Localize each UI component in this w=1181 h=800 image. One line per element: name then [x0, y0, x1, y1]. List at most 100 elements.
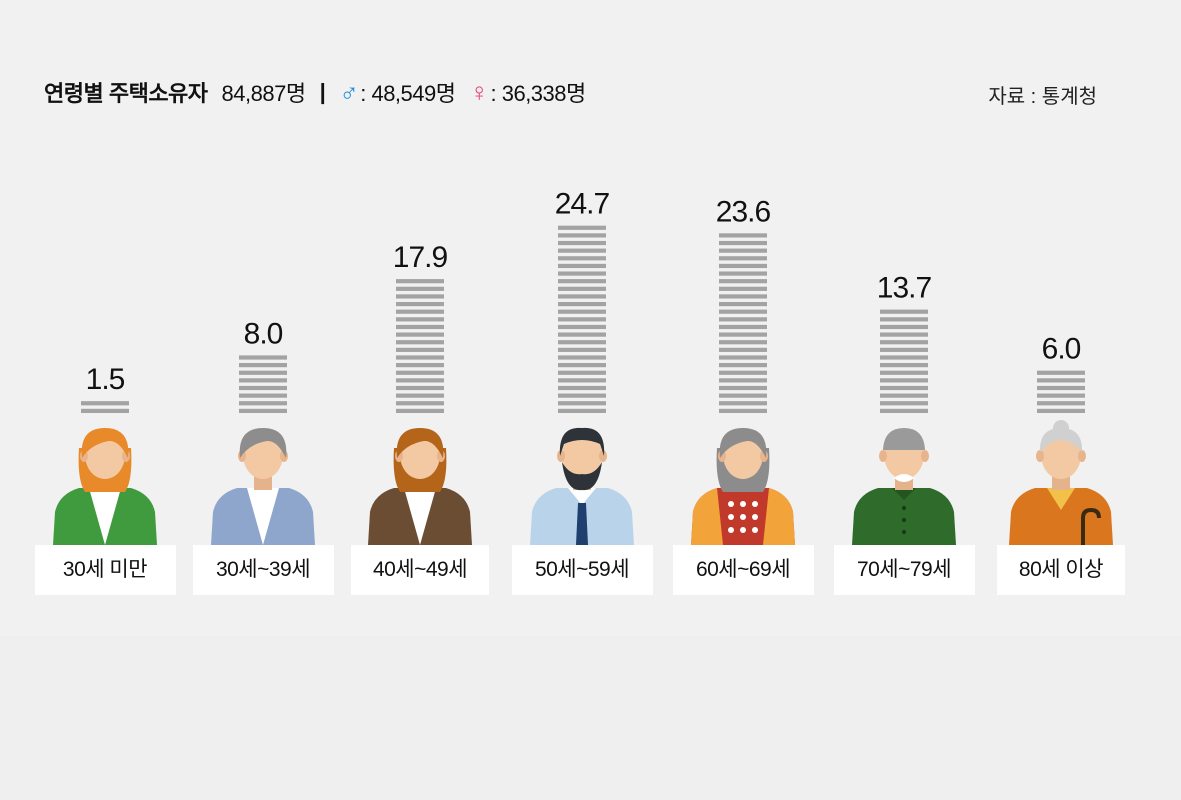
bar-stripe — [239, 385, 287, 391]
bar-stripe — [396, 332, 444, 337]
header-separator: | — [319, 79, 326, 104]
bar — [81, 401, 129, 413]
bar-stripe — [880, 355, 928, 360]
bar-stripe — [719, 332, 767, 337]
bar-stripe — [880, 378, 928, 383]
bar-stripe — [719, 355, 767, 360]
bar-stripe — [719, 263, 767, 269]
data-label: 13.7 — [877, 272, 932, 305]
bar-stripe — [719, 408, 767, 413]
bar-stripe — [558, 393, 606, 398]
bar-stripe — [396, 317, 444, 322]
male-count: : 48,549명 — [360, 81, 456, 106]
age-label: 30세 미만 — [34, 545, 176, 595]
data-label: 23.6 — [716, 195, 771, 228]
bar-stripe — [558, 301, 606, 307]
bar-stripe — [396, 378, 444, 383]
bar-stripe — [396, 301, 444, 307]
woman-in-forties-icon — [368, 428, 472, 545]
bar-stripe — [239, 401, 287, 406]
bar-stripe — [880, 317, 928, 322]
bar-stripe — [81, 408, 129, 413]
bearded-man-icon — [530, 427, 634, 545]
bar-stripe — [396, 401, 444, 406]
bar-stripe — [1037, 370, 1085, 375]
bar — [396, 279, 444, 413]
bar-stripe — [558, 324, 606, 330]
bar-stripe — [880, 363, 928, 368]
bar-stripe — [719, 393, 767, 398]
bar-stripe — [239, 378, 287, 383]
bar — [558, 225, 606, 413]
bar — [880, 309, 928, 413]
age-label: 60세~69세 — [672, 545, 814, 595]
bar-stripe — [880, 340, 928, 345]
bar-stripe — [558, 309, 606, 314]
bar-stripe — [558, 408, 606, 413]
bar-stripe — [558, 256, 606, 261]
bar-stripe — [558, 378, 606, 383]
bar-stripe — [558, 263, 606, 269]
bar-stripe — [558, 248, 606, 253]
bar-stripe — [719, 233, 767, 238]
bar-stripe — [558, 370, 606, 375]
age-label: 70세~79세 — [833, 545, 975, 595]
bar-stripe — [719, 248, 767, 253]
data-label: 17.9 — [393, 241, 448, 274]
bar-stripe — [558, 286, 606, 291]
bar-stripe — [1037, 401, 1085, 406]
male-icon: ♂ — [339, 76, 359, 107]
data-label: 6.0 — [1042, 333, 1081, 366]
bar-stripe — [396, 309, 444, 314]
bar-stripe — [880, 393, 928, 398]
bar-stripe — [1037, 378, 1085, 383]
bar-stripe — [719, 347, 767, 352]
bar-stripe — [81, 401, 129, 406]
bar-stripe — [880, 324, 928, 330]
bar-stripe — [396, 363, 444, 368]
bar-stripe — [558, 363, 606, 368]
bar-stripe — [719, 317, 767, 322]
bar-stripe — [558, 347, 606, 352]
bar-stripe — [396, 347, 444, 352]
bar-stripe — [880, 370, 928, 375]
bar-stripe — [1037, 385, 1085, 391]
bar-stripe — [880, 385, 928, 391]
bar-stripe — [719, 401, 767, 406]
bar-stripe — [719, 324, 767, 330]
bar-stripe — [880, 309, 928, 314]
bar-stripe — [880, 332, 928, 337]
bar-stripe — [558, 294, 606, 299]
bar-stripe — [558, 340, 606, 345]
bar-stripe — [558, 271, 606, 276]
bar-stripe — [558, 401, 606, 406]
bar-stripe — [396, 340, 444, 345]
bar-stripe — [396, 286, 444, 291]
bar-stripe — [1037, 408, 1085, 413]
total-owners: 84,887명 — [221, 81, 307, 106]
data-label: 8.0 — [244, 317, 283, 350]
bar-stripe — [880, 347, 928, 352]
bottom-band — [0, 636, 1181, 800]
bar-stripe — [719, 256, 767, 261]
bar-stripe — [719, 370, 767, 375]
female-count: : 36,338명 — [490, 81, 587, 106]
bar-stripe — [558, 385, 606, 391]
female-icon: ♀ — [469, 76, 490, 107]
elderly-woman-icon — [691, 428, 795, 545]
bar-stripe — [239, 393, 287, 398]
man-in-thirties-icon — [211, 428, 315, 545]
bar-stripe — [719, 279, 767, 284]
bar-stripe — [719, 340, 767, 345]
bar-stripe — [239, 370, 287, 375]
bar-stripe — [396, 355, 444, 360]
bar-stripe — [558, 317, 606, 322]
bar — [1037, 370, 1085, 413]
bar-stripe — [239, 355, 287, 360]
bar-stripe — [396, 294, 444, 299]
bar-stripe — [719, 378, 767, 383]
bar-stripe — [239, 363, 287, 368]
old-woman-with-cane-icon — [1009, 420, 1113, 545]
age-label: 40세~49세 — [351, 545, 489, 595]
age-label: 30세~39세 — [192, 545, 334, 595]
